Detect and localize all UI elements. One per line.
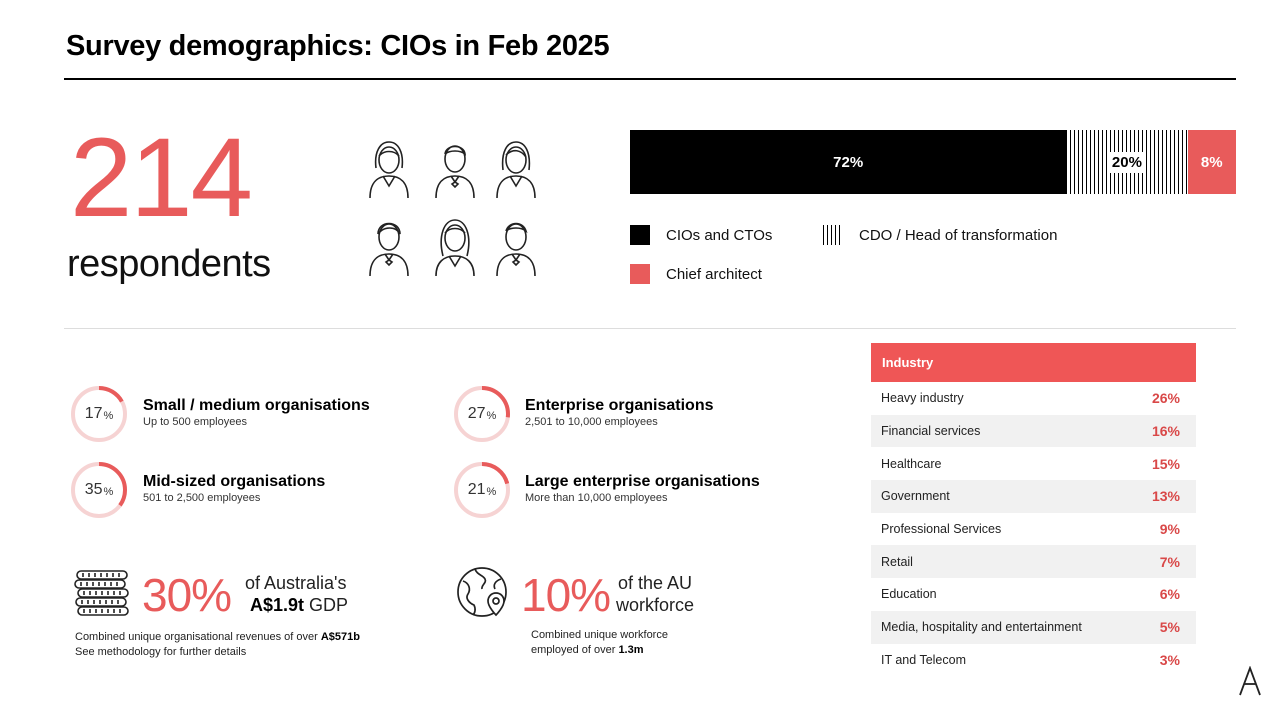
donut-ring xyxy=(71,462,127,518)
gdp-note: Combined unique organisational revenues … xyxy=(75,631,360,658)
org-subtitle-large-enterprise: More than 10,000 employees xyxy=(525,492,668,504)
male-person-icon xyxy=(369,222,409,277)
industry-table-header: Industry xyxy=(871,343,1196,382)
industry-value: 3% xyxy=(1159,651,1180,668)
table-row: Heavy industry 26% xyxy=(871,382,1196,415)
industry-value: 16% xyxy=(1151,423,1180,440)
industry-name: IT and Telecom xyxy=(881,652,967,667)
donut-value: 35% xyxy=(84,481,114,498)
legend-label-architect: Chief architect xyxy=(666,265,762,283)
gdp-line-2: A$1.9t GDP xyxy=(250,595,349,615)
coin-stack-icon xyxy=(74,570,129,616)
org-title-enterprise: Enterprise organisations xyxy=(525,397,714,414)
donut-value: 17% xyxy=(84,405,114,422)
donut-arc xyxy=(454,462,510,518)
globe-location-icon xyxy=(457,567,507,617)
table-row: Media, hospitality and entertainment 5% xyxy=(871,610,1196,644)
org-title-small-medium: Small / medium organisations xyxy=(143,397,370,414)
donut-arc xyxy=(71,462,127,518)
org-donut: 17% xyxy=(70,385,128,443)
industry-name: Education xyxy=(881,587,937,602)
respondent-count: 214 xyxy=(70,115,253,240)
legend-swatch-hatch xyxy=(823,225,843,245)
legend-swatch-black xyxy=(630,225,650,245)
donut-arc xyxy=(454,386,510,442)
gdp-percentage: 30% xyxy=(142,569,232,621)
male-person-icon xyxy=(496,222,536,277)
legend-architect: Chief architect xyxy=(630,264,762,284)
org-title-mid-sized: Mid-sized organisations xyxy=(143,473,326,490)
table-row: Financial services 16% xyxy=(871,414,1196,448)
donut-value: 21% xyxy=(467,481,497,498)
page-title: Survey demographics: CIOs in Feb 2025 xyxy=(66,30,610,62)
table-row: Retail 7% xyxy=(871,545,1196,579)
industry-name: Heavy industry xyxy=(881,391,964,406)
bar-segment-architect: 8% xyxy=(1187,130,1236,194)
workforce-line-2: workforce xyxy=(616,595,695,615)
industry-value: 7% xyxy=(1159,553,1180,570)
org-donut: 27% xyxy=(453,385,511,443)
respondent-label: respondents xyxy=(67,243,271,285)
male-person-icon xyxy=(435,145,475,199)
industry-name: Professional Services xyxy=(881,522,1002,537)
donut-value: 27% xyxy=(467,405,497,422)
industry-table: Industry Heavy industry 26% Financial ser… xyxy=(871,343,1196,676)
org-subtitle-mid-sized: 501 to 2,500 employees xyxy=(143,492,261,504)
table-row: Government 13% xyxy=(871,480,1196,513)
industry-value: 26% xyxy=(1151,390,1180,407)
industry-name: Healthcare xyxy=(881,456,942,471)
industry-name: Media, hospitality and entertainment xyxy=(881,620,1082,635)
female-person-icon xyxy=(435,219,475,277)
industry-value: 9% xyxy=(1159,521,1180,538)
legend-label-cdo: CDO / Head of transformation xyxy=(859,226,1058,244)
gdp-line-1: of Australia's xyxy=(245,573,347,593)
industry-value: 15% xyxy=(1151,455,1180,472)
industry-value: 13% xyxy=(1151,488,1180,505)
org-donut: 21% xyxy=(453,461,511,519)
table-row: Professional Services 9% xyxy=(871,513,1196,546)
org-title-large-enterprise: Large enterprise organisations xyxy=(525,473,760,490)
workforce-note: Combined unique workforce employed of ov… xyxy=(531,629,668,656)
title-divider xyxy=(64,78,1236,80)
donut-arc xyxy=(71,386,127,442)
donut-ring xyxy=(454,386,510,442)
org-subtitle-enterprise: 2,501 to 10,000 employees xyxy=(525,416,658,428)
industry-value: 5% xyxy=(1159,619,1180,636)
brand-logo-icon xyxy=(1239,666,1261,696)
legend-label-cios: CIOs and CTOs xyxy=(666,226,773,244)
female-person-icon xyxy=(496,141,536,199)
table-row: IT and Telecom 3% xyxy=(871,644,1196,677)
legend-cdo: CDO / Head of transformation xyxy=(823,225,1057,245)
workforce-line-1: of the AU xyxy=(618,573,693,593)
bar-segment-cdo: 20% xyxy=(1066,130,1188,194)
donut-ring xyxy=(454,462,510,518)
section-divider xyxy=(64,328,1236,329)
donut-ring xyxy=(71,386,127,442)
bar-segment-cios: 72% xyxy=(630,130,1067,194)
org-subtitle-small-medium: Up to 500 employees xyxy=(143,416,247,428)
industry-name: Retail xyxy=(881,554,913,569)
industry-name: Financial services xyxy=(881,424,981,439)
industry-value: 6% xyxy=(1159,586,1180,603)
table-row: Education 6% xyxy=(871,578,1196,611)
female-person-icon xyxy=(369,141,409,199)
legend-swatch-red xyxy=(630,264,650,284)
role-stacked-bar: 72% 20% 8% xyxy=(630,130,1236,194)
people-icon-grid xyxy=(366,138,546,280)
org-donut: 35% xyxy=(70,461,128,519)
industry-name: Government xyxy=(881,489,950,504)
industry-rows: Heavy industry 26% Financial services 16% … xyxy=(871,382,1196,676)
workforce-percentage: 10% xyxy=(521,569,611,621)
legend-cios: CIOs and CTOs xyxy=(630,225,772,245)
table-row: Healthcare 15% xyxy=(871,447,1196,480)
